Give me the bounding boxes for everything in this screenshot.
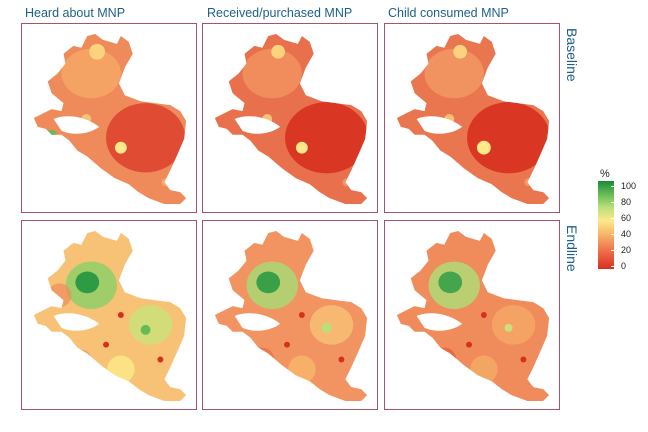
sierra-leone-map bbox=[396, 33, 550, 205]
legend-tick-label: 20 bbox=[621, 245, 632, 255]
sierra-leone-map bbox=[214, 33, 368, 205]
legend-tick-label: 0 bbox=[621, 261, 627, 271]
row-title-endline: Endline bbox=[564, 225, 580, 272]
legend-tick-label: 60 bbox=[621, 213, 632, 223]
column-title-heard: Heard about MNP bbox=[25, 6, 126, 20]
column-title-received: Received/purchased MNP bbox=[207, 6, 353, 20]
legend-tick-label: 40 bbox=[621, 229, 632, 239]
map-panel-consumed-endline bbox=[384, 220, 560, 410]
legend-tick-label: 100 bbox=[621, 181, 637, 191]
sierra-leone-map bbox=[33, 33, 187, 205]
legend-tickmark bbox=[611, 218, 614, 219]
legend-tickmark bbox=[611, 234, 614, 235]
legend-tickmark bbox=[611, 186, 614, 187]
legend-tickmark bbox=[611, 250, 614, 251]
map-panel-heard-endline bbox=[21, 220, 197, 410]
sierra-leone-map bbox=[33, 230, 187, 402]
column-title-consumed: Child consumed MNP bbox=[388, 6, 509, 20]
sierra-leone-map bbox=[396, 230, 550, 402]
map-panel-received-baseline bbox=[202, 23, 378, 213]
legend-title: % bbox=[600, 168, 610, 180]
legend-tick-label: 80 bbox=[621, 197, 632, 207]
map-panel-consumed-baseline bbox=[384, 23, 560, 213]
map-panel-heard-baseline bbox=[21, 23, 197, 213]
legend-tickmark bbox=[611, 266, 614, 267]
sierra-leone-map bbox=[214, 230, 368, 402]
map-panel-received-endline bbox=[202, 220, 378, 410]
legend-tickmark bbox=[611, 202, 614, 203]
legend-color-bar bbox=[598, 181, 614, 269]
row-title-baseline: Baseline bbox=[564, 28, 580, 82]
